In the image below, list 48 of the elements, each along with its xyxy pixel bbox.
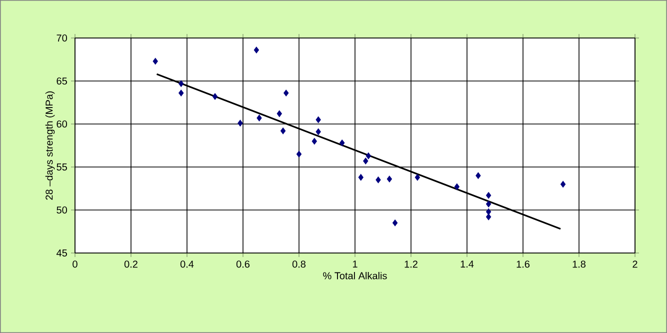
point xyxy=(366,152,372,160)
point xyxy=(296,150,302,158)
x-tick-label: 1.6 xyxy=(516,260,530,268)
point xyxy=(386,176,392,182)
point xyxy=(486,192,492,199)
x-tick-label: 1 xyxy=(352,260,358,268)
y-tick-label: 70 xyxy=(56,34,68,42)
point xyxy=(414,174,420,181)
point xyxy=(363,158,368,164)
point xyxy=(152,58,158,65)
point xyxy=(454,183,460,190)
y-tick-label: 45 xyxy=(56,250,67,256)
point xyxy=(376,176,381,184)
point xyxy=(254,46,260,54)
y-axis-title: 28 –days strength (MPa) xyxy=(45,91,55,200)
point xyxy=(312,138,317,145)
x-tick-label: 0.4 xyxy=(180,260,194,268)
x-tick-label: 0.8 xyxy=(292,260,306,268)
x-tick-label: 0.6 xyxy=(236,260,250,268)
point xyxy=(178,80,184,87)
y-tick-label: 65 xyxy=(56,77,67,85)
point xyxy=(284,90,289,96)
point xyxy=(178,90,184,96)
y-tick-label: 50 xyxy=(56,206,68,214)
point xyxy=(392,220,398,226)
x-tick-label: 0.2 xyxy=(124,260,138,268)
point xyxy=(358,174,364,181)
point xyxy=(560,180,566,188)
point xyxy=(212,93,218,100)
point xyxy=(340,140,345,146)
point xyxy=(486,200,492,208)
point xyxy=(256,114,262,122)
point xyxy=(316,116,321,124)
x-tick-label: 1.8 xyxy=(572,260,586,268)
y-tick-label: 60 xyxy=(56,120,68,128)
x-tick-label: 0 xyxy=(72,260,78,268)
point xyxy=(276,110,282,118)
x-axis-title: % Total Alkalis xyxy=(323,272,387,280)
point xyxy=(486,214,492,220)
point xyxy=(280,128,286,134)
point xyxy=(486,208,492,216)
y-tick-label: 55 xyxy=(56,164,67,170)
x-tick-label: 2 xyxy=(632,260,638,268)
point xyxy=(316,128,321,136)
x-tick-label: 1.4 xyxy=(460,260,474,268)
x-tick-label: 1.2 xyxy=(404,260,418,268)
point xyxy=(476,172,481,179)
point xyxy=(238,120,243,126)
